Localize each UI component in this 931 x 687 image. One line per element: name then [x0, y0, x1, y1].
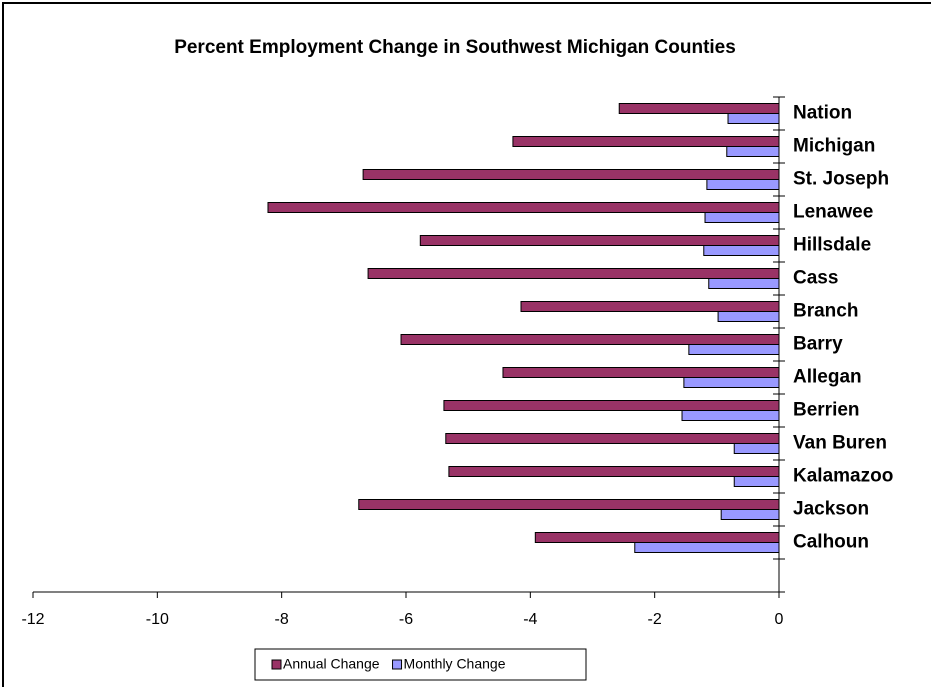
category-label: Allegan	[793, 367, 862, 388]
bar	[534, 532, 780, 543]
bar	[733, 443, 780, 454]
legend-label: Annual Change	[283, 656, 380, 672]
bar	[448, 466, 780, 477]
category-label: Michigan	[793, 136, 875, 157]
bar	[400, 334, 780, 345]
bar	[267, 202, 780, 213]
x-tick-label: 0	[775, 611, 784, 628]
bar	[733, 476, 780, 487]
bar	[445, 433, 780, 444]
x-tick-label: -2	[648, 611, 662, 628]
x-tick-label: -4	[523, 611, 537, 628]
chart-title: Percent Employment Change in Southwest M…	[174, 37, 736, 58]
bar	[362, 169, 780, 180]
legend-swatch	[392, 659, 403, 670]
bar	[512, 136, 780, 147]
category-label: Van Buren	[793, 433, 887, 454]
x-tick-label: -12	[21, 611, 44, 628]
category-label: Kalamazoo	[793, 466, 893, 487]
bar	[520, 301, 780, 312]
x-tick-label: -10	[146, 611, 169, 628]
category-label: Hillsdale	[793, 235, 871, 256]
bar	[708, 278, 780, 289]
bar	[419, 235, 780, 246]
bar	[706, 179, 780, 190]
category-label: Nation	[793, 103, 852, 124]
category-label: Calhoun	[793, 532, 869, 553]
bar	[688, 344, 780, 355]
bar	[703, 245, 780, 256]
bar	[726, 146, 780, 157]
bar	[618, 103, 780, 114]
bar	[358, 499, 780, 510]
bar	[727, 113, 780, 124]
legend-swatch	[271, 659, 282, 670]
category-label: Branch	[793, 301, 858, 322]
bar	[683, 377, 780, 388]
category-label: Barry	[793, 334, 843, 355]
bar	[720, 509, 780, 520]
x-tick-label: -8	[275, 611, 289, 628]
bar	[502, 367, 780, 378]
bar	[634, 542, 780, 553]
category-label: Cass	[793, 268, 838, 289]
category-label: St. Joseph	[793, 169, 889, 190]
x-tick-label: -6	[399, 611, 413, 628]
category-label: Berrien	[793, 400, 860, 421]
legend-label: Monthly Change	[404, 656, 506, 672]
bar	[367, 268, 780, 279]
bar	[443, 400, 780, 411]
bar	[681, 410, 780, 421]
category-label: Lenawee	[793, 202, 873, 223]
bar	[704, 212, 780, 223]
category-label: Jackson	[793, 499, 869, 520]
legend-box	[254, 648, 587, 681]
bar	[717, 311, 780, 322]
